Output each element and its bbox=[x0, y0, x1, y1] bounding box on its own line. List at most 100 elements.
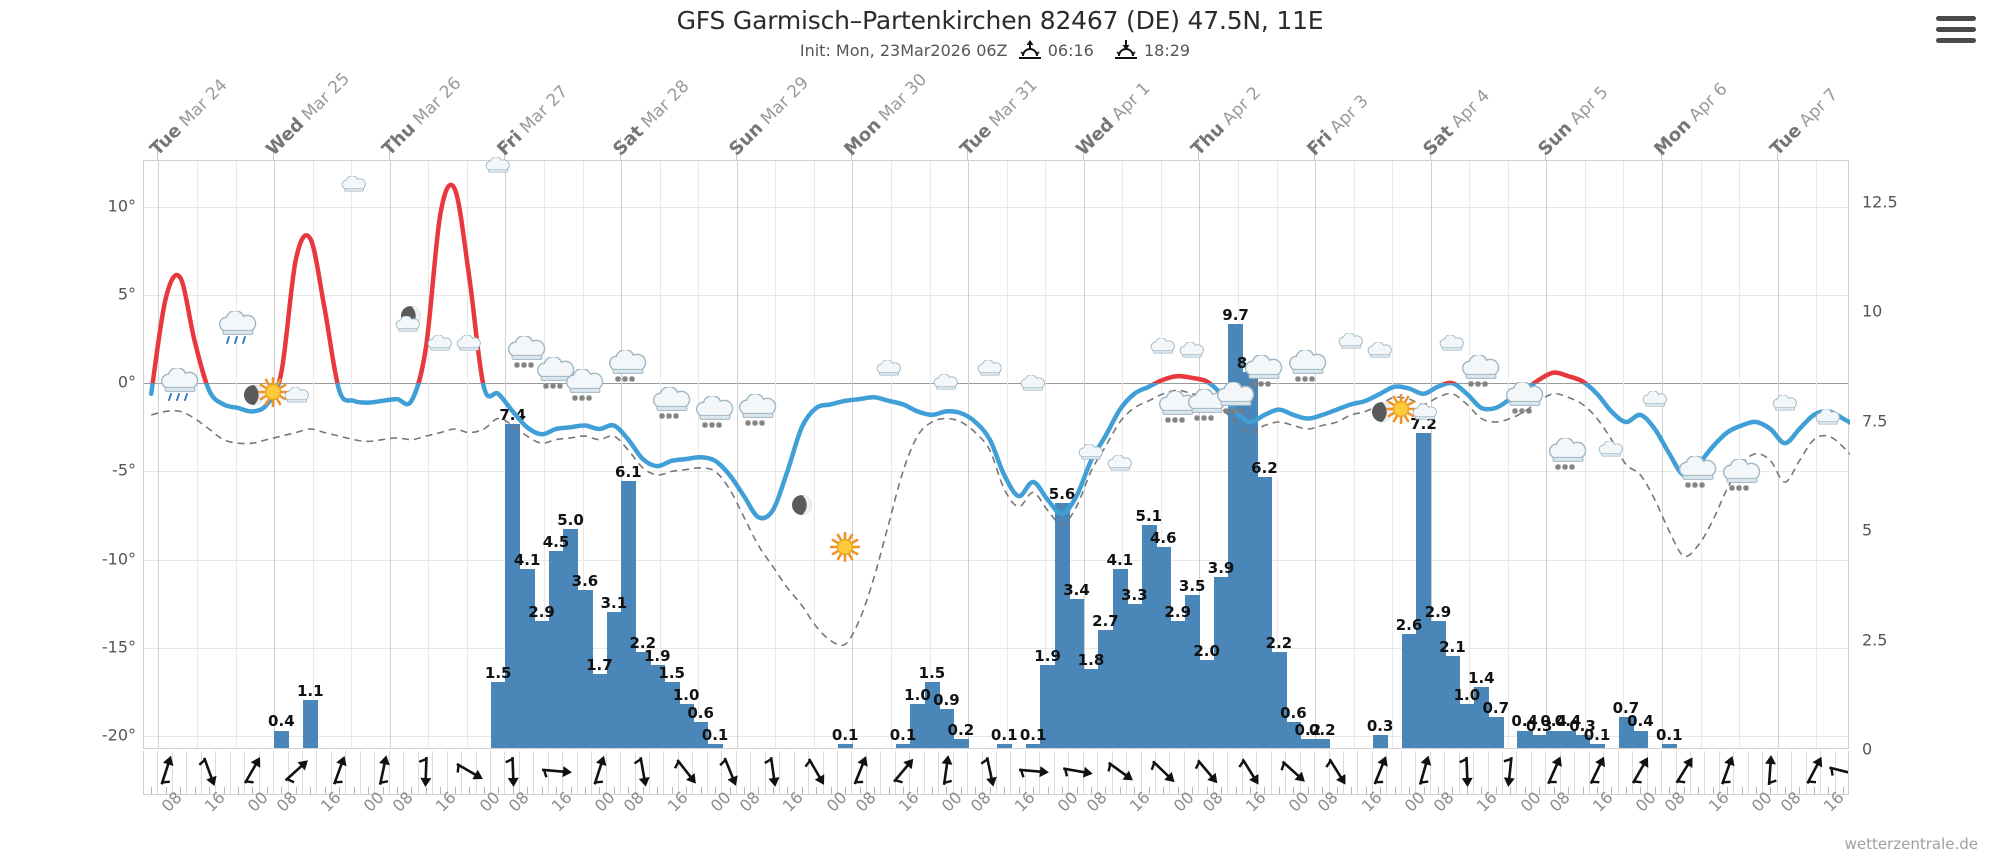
day-date: Apr 5 bbox=[1562, 82, 1613, 133]
wind-tick bbox=[440, 787, 442, 794]
precipitation-bar-label: 9.7 bbox=[1222, 305, 1249, 324]
precipitation-bar-label: 0.3 bbox=[1569, 716, 1596, 735]
wind-tick bbox=[223, 787, 225, 794]
precipitation-tick-label: 12.5 bbox=[1862, 192, 1898, 212]
temperature-tick-label: -20° bbox=[101, 725, 136, 745]
wind-cell bbox=[1821, 751, 1836, 794]
wind-cell bbox=[1416, 751, 1431, 794]
wind-tick bbox=[1712, 787, 1714, 794]
day-tick bbox=[1314, 138, 1316, 160]
wind-cell bbox=[563, 751, 578, 794]
wind-tick bbox=[1539, 787, 1541, 794]
wind-tick bbox=[1365, 787, 1367, 794]
wind-tick bbox=[874, 787, 876, 794]
gridline-vertical bbox=[583, 161, 584, 748]
cloud-icon bbox=[967, 358, 1013, 386]
wind-arrow bbox=[148, 754, 184, 788]
wind-arrow bbox=[191, 754, 227, 788]
temperature-axis: 10° 5° 0° -5° -10° -15° -20° bbox=[78, 160, 136, 749]
precipitation-bar-label: 1.4 bbox=[1468, 668, 1495, 687]
precipitation-bar-label: 1.9 bbox=[643, 646, 671, 665]
precipitation-bar-label: 1.5 bbox=[918, 664, 946, 683]
gridline-vertical bbox=[1007, 161, 1008, 748]
cloud-icon bbox=[1632, 390, 1678, 417]
wind-tick bbox=[1842, 787, 1844, 794]
precipitation-bar-label: 2.9 bbox=[1424, 603, 1452, 622]
wind-tick bbox=[1076, 787, 1078, 794]
wind-tick bbox=[1813, 787, 1815, 794]
day-label: Fri Apr 3 bbox=[1303, 91, 1372, 160]
precipitation-tick-label: 0 bbox=[1862, 739, 1873, 759]
day-label: Tue Mar 24 bbox=[147, 75, 232, 160]
wind-tick bbox=[700, 787, 702, 794]
day-tick bbox=[157, 138, 159, 160]
wind-cell bbox=[722, 751, 737, 794]
wind-cell bbox=[1604, 751, 1619, 794]
precipitation-bar-label: 6.1 bbox=[615, 463, 642, 482]
snow-cloud-icon bbox=[1545, 437, 1591, 476]
gridline-vertical bbox=[1122, 161, 1123, 748]
precipitation-bar-label: 3.9 bbox=[1207, 559, 1235, 578]
day-label: Mon Mar 30 bbox=[841, 69, 932, 160]
wind-cell bbox=[997, 751, 1012, 794]
snow-cloud-icon bbox=[1184, 387, 1230, 427]
wind-cell bbox=[187, 751, 202, 794]
precipitation-axis: 12.5 10 7.5 5 2.5 0 bbox=[1862, 160, 1942, 759]
precipitation-bar bbox=[1242, 371, 1258, 748]
hamburger-menu-icon[interactable] bbox=[1936, 16, 1976, 46]
gridline-vertical bbox=[1277, 161, 1278, 748]
precipitation-bar bbox=[1416, 432, 1432, 748]
precipitation-bar-label: 0.2 bbox=[1294, 721, 1322, 740]
day-date: Mar 25 bbox=[294, 68, 355, 129]
day-label: Thu Mar 26 bbox=[378, 73, 465, 160]
precipitation-bar-label: 6.2 bbox=[1251, 458, 1278, 477]
wind-cell bbox=[1199, 751, 1214, 794]
wind-arrow bbox=[1449, 754, 1485, 788]
wind-tick bbox=[1495, 787, 1497, 794]
wind-cell bbox=[1734, 751, 1749, 794]
precipitation-bar-label: 1.8 bbox=[1077, 651, 1105, 670]
wind-arrow bbox=[1536, 754, 1572, 788]
wind-cell bbox=[636, 751, 650, 794]
precipitation-bar-label: 1.0 bbox=[672, 686, 700, 705]
gridline-vertical bbox=[428, 161, 429, 748]
temperature-tick-label: 0° bbox=[117, 372, 136, 392]
gridline-vertical bbox=[698, 161, 699, 748]
precipitation-bar-label: 0.9 bbox=[933, 690, 960, 709]
precipitation-bar-label: 2.2 bbox=[1265, 633, 1293, 652]
hamburger-bar bbox=[1936, 38, 1976, 43]
wind-tick bbox=[209, 787, 211, 794]
precipitation-bar bbox=[1372, 734, 1388, 748]
day-tick bbox=[273, 138, 275, 160]
day-tick bbox=[620, 138, 622, 160]
wind-cell bbox=[983, 751, 997, 794]
wind-arrow bbox=[1059, 754, 1095, 788]
wind-cell bbox=[1243, 751, 1258, 794]
wind-cell bbox=[317, 751, 332, 794]
wind-arrow bbox=[278, 754, 314, 788]
wind-tick bbox=[1047, 787, 1049, 794]
wind-tick bbox=[1322, 787, 1324, 794]
wind-cell bbox=[462, 751, 477, 794]
rain-cloud-icon bbox=[215, 310, 261, 349]
wind-tick bbox=[339, 787, 341, 794]
wind-cell bbox=[780, 751, 795, 794]
wind-tick bbox=[642, 787, 644, 794]
wind-tick bbox=[194, 787, 196, 794]
precipitation-bar-label: 4.1 bbox=[513, 550, 541, 569]
precipitation-bar-label: 1.9 bbox=[1034, 646, 1061, 665]
wind-arrow bbox=[1579, 754, 1615, 788]
wind-cell bbox=[346, 751, 361, 794]
sunset-time: 18:29 bbox=[1144, 41, 1191, 60]
precipitation-tick-label: 7.5 bbox=[1862, 411, 1888, 431]
precipitation-bar bbox=[1589, 743, 1605, 748]
snow-cloud-icon bbox=[504, 334, 550, 374]
snow-cloud-icon bbox=[1719, 458, 1765, 497]
wind-tick bbox=[541, 787, 543, 794]
wind-arrow bbox=[755, 754, 791, 788]
wind-tick bbox=[295, 787, 297, 794]
wind-cell bbox=[1431, 751, 1446, 794]
moon-icon bbox=[790, 493, 814, 521]
wind-cell bbox=[1286, 751, 1301, 794]
wind-tick bbox=[324, 787, 326, 794]
